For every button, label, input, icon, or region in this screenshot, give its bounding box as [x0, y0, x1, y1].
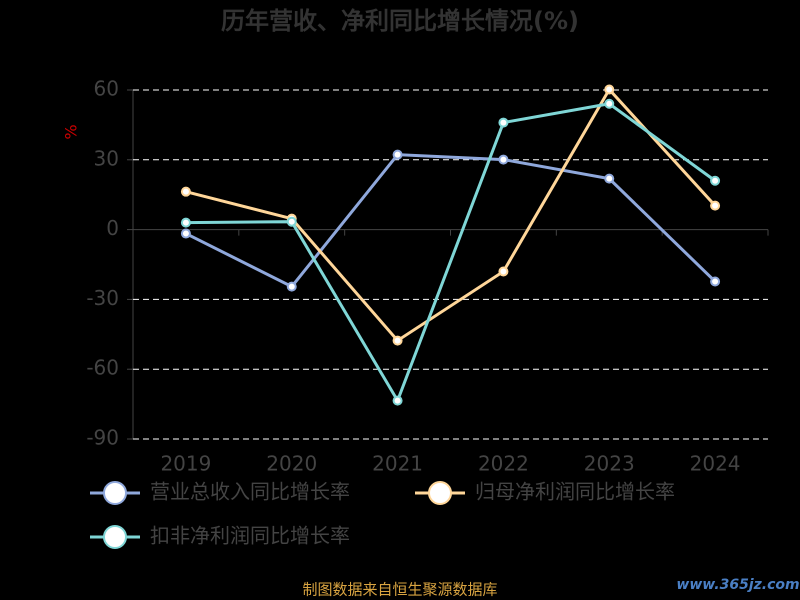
- series-line: [185, 153, 717, 289]
- x-tick-label: 2022: [478, 452, 529, 476]
- legend-label: 扣非净利润同比增长率: [150, 524, 350, 548]
- y-tick-label: -30: [86, 286, 119, 310]
- data-point: [498, 266, 509, 277]
- legend-label: 归母净利润同比增长率: [475, 480, 675, 504]
- data-point: [710, 200, 721, 211]
- x-tick-label: 2019: [160, 452, 211, 476]
- watermark: www.365jz.com: [676, 577, 799, 593]
- series-line: [185, 87, 717, 343]
- y-tick-label: 0: [106, 216, 119, 240]
- legend-marker: [103, 525, 127, 549]
- y-tick-label: 30: [94, 146, 119, 170]
- data-point: [710, 276, 721, 287]
- chart-title: 历年营收、净利同比增长情况(%): [221, 7, 579, 35]
- data-point: [180, 217, 191, 228]
- data-point: [180, 186, 191, 197]
- data-point: [180, 228, 191, 239]
- legend-marker: [428, 481, 452, 505]
- x-tick-label: 2023: [584, 452, 635, 476]
- data-point: [498, 117, 509, 128]
- data-point: [710, 175, 721, 186]
- y-axis-label: %: [62, 124, 81, 139]
- series-line: [185, 102, 716, 405]
- data-point: [604, 84, 615, 95]
- data-point: [392, 149, 403, 160]
- data-point: [392, 395, 403, 406]
- data-point: [392, 335, 403, 346]
- data-point: [286, 216, 297, 227]
- y-tick-label: -60: [86, 356, 119, 380]
- data-point: [604, 98, 615, 109]
- y-tick-label: -90: [86, 426, 119, 450]
- legend-label: 营业总收入同比增长率: [150, 480, 350, 504]
- y-tick-label: 60: [94, 77, 119, 101]
- x-tick-label: 2020: [266, 452, 317, 476]
- legend-marker: [103, 481, 127, 505]
- x-tick-label: 2024: [690, 452, 741, 476]
- data-point: [286, 281, 297, 292]
- x-tick-label: 2021: [372, 452, 423, 476]
- data-point: [498, 154, 509, 165]
- data-point: [604, 173, 615, 184]
- source-note: 制图数据来自恒生聚源数据库: [302, 581, 497, 599]
